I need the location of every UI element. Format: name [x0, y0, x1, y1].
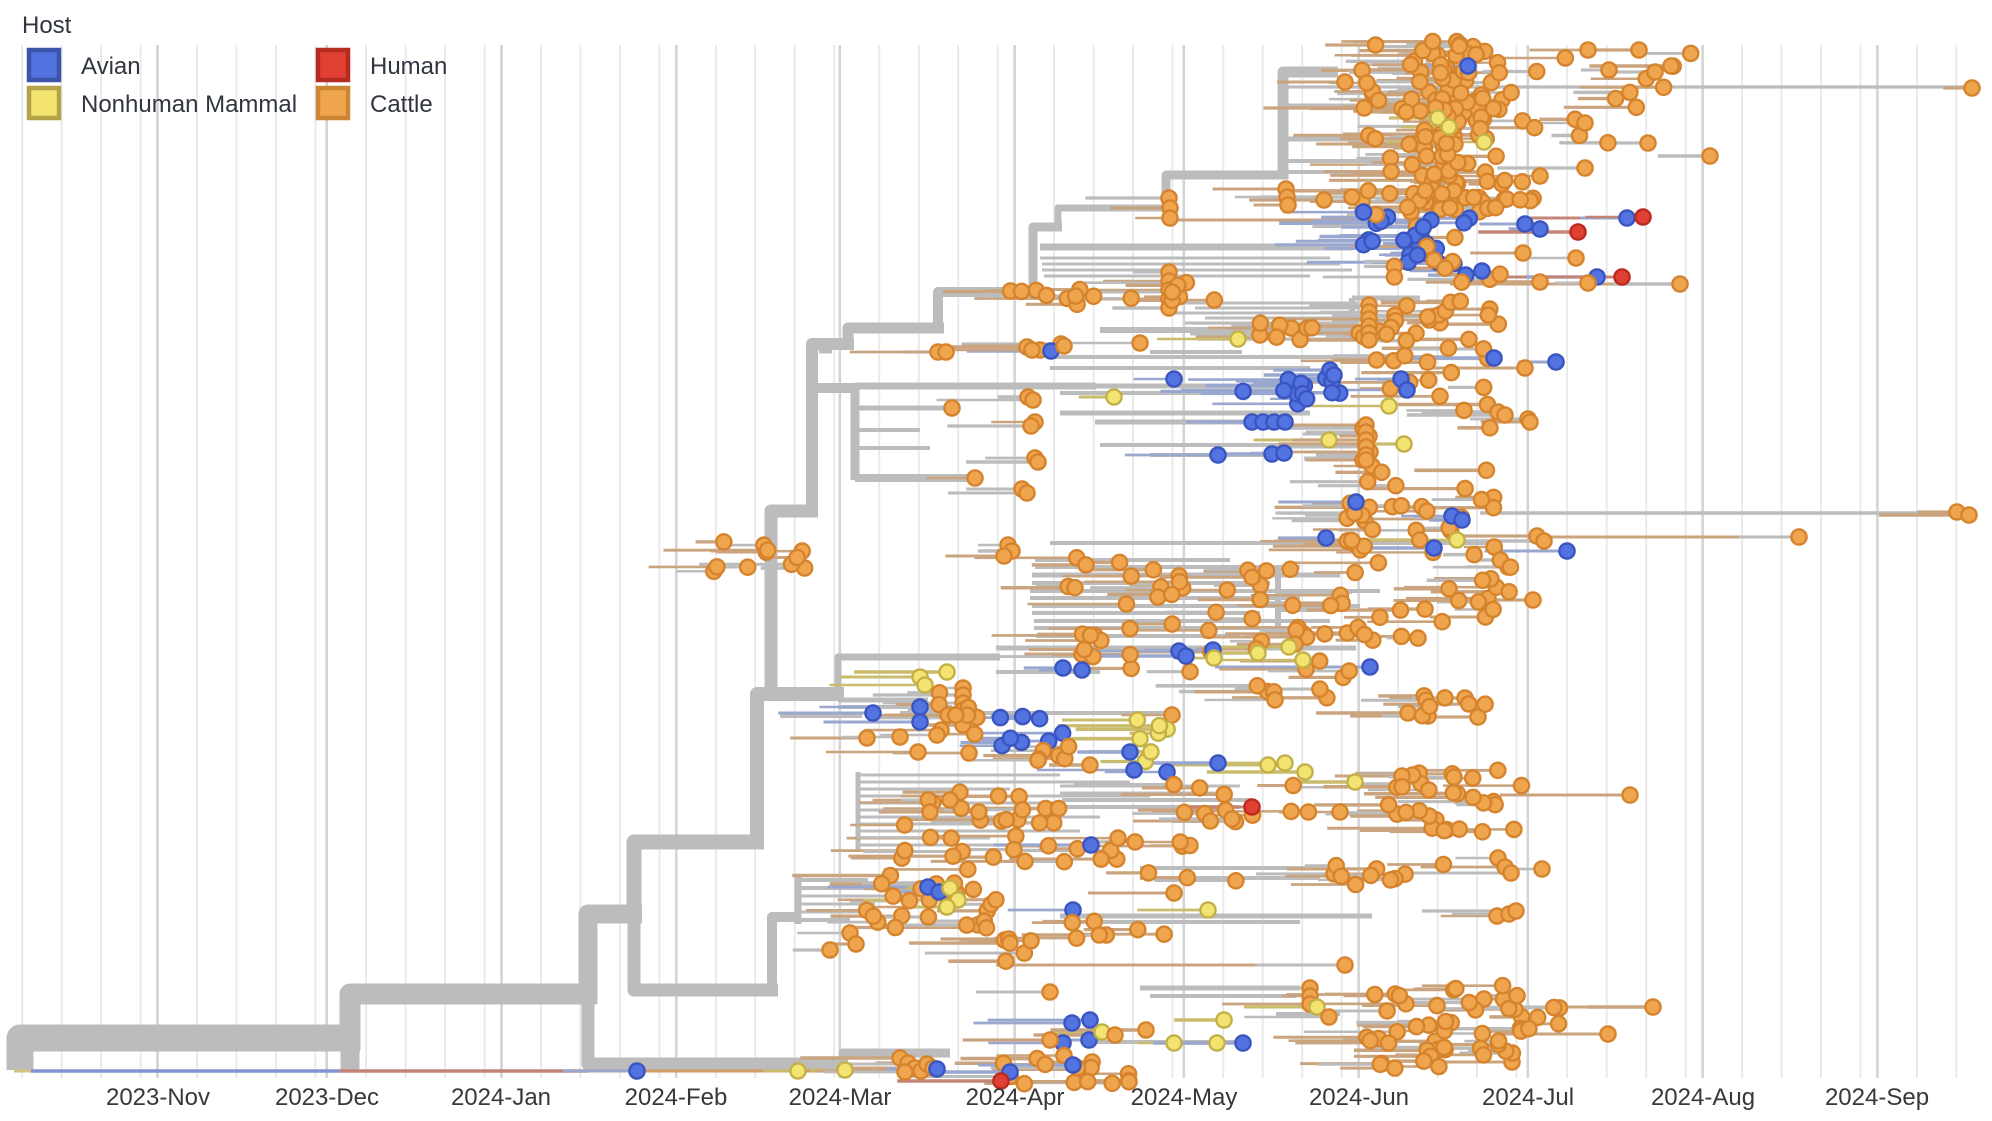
svg-text:2024-Sep: 2024-Sep: [1825, 1084, 1929, 1111]
svg-text:2024-Jul: 2024-Jul: [1482, 1084, 1574, 1111]
svg-text:2024-Mar: 2024-Mar: [789, 1084, 892, 1111]
svg-text:2024-Jun: 2024-Jun: [1309, 1084, 1409, 1111]
svg-text:2023-Dec: 2023-Dec: [275, 1084, 379, 1111]
svg-text:Avian: Avian: [81, 53, 141, 80]
svg-text:Human: Human: [370, 53, 447, 80]
svg-text:2024-May: 2024-May: [1131, 1084, 1238, 1111]
svg-text:Host: Host: [22, 12, 72, 39]
svg-text:2024-Apr: 2024-Apr: [966, 1084, 1065, 1111]
svg-text:2023-Nov: 2023-Nov: [106, 1084, 210, 1111]
svg-text:Nonhuman Mammal: Nonhuman Mammal: [81, 91, 297, 118]
svg-text:2024-Aug: 2024-Aug: [1651, 1084, 1755, 1111]
svg-text:2024-Jan: 2024-Jan: [451, 1084, 551, 1111]
svg-text:Cattle: Cattle: [370, 91, 433, 118]
svg-text:2024-Feb: 2024-Feb: [625, 1084, 728, 1111]
